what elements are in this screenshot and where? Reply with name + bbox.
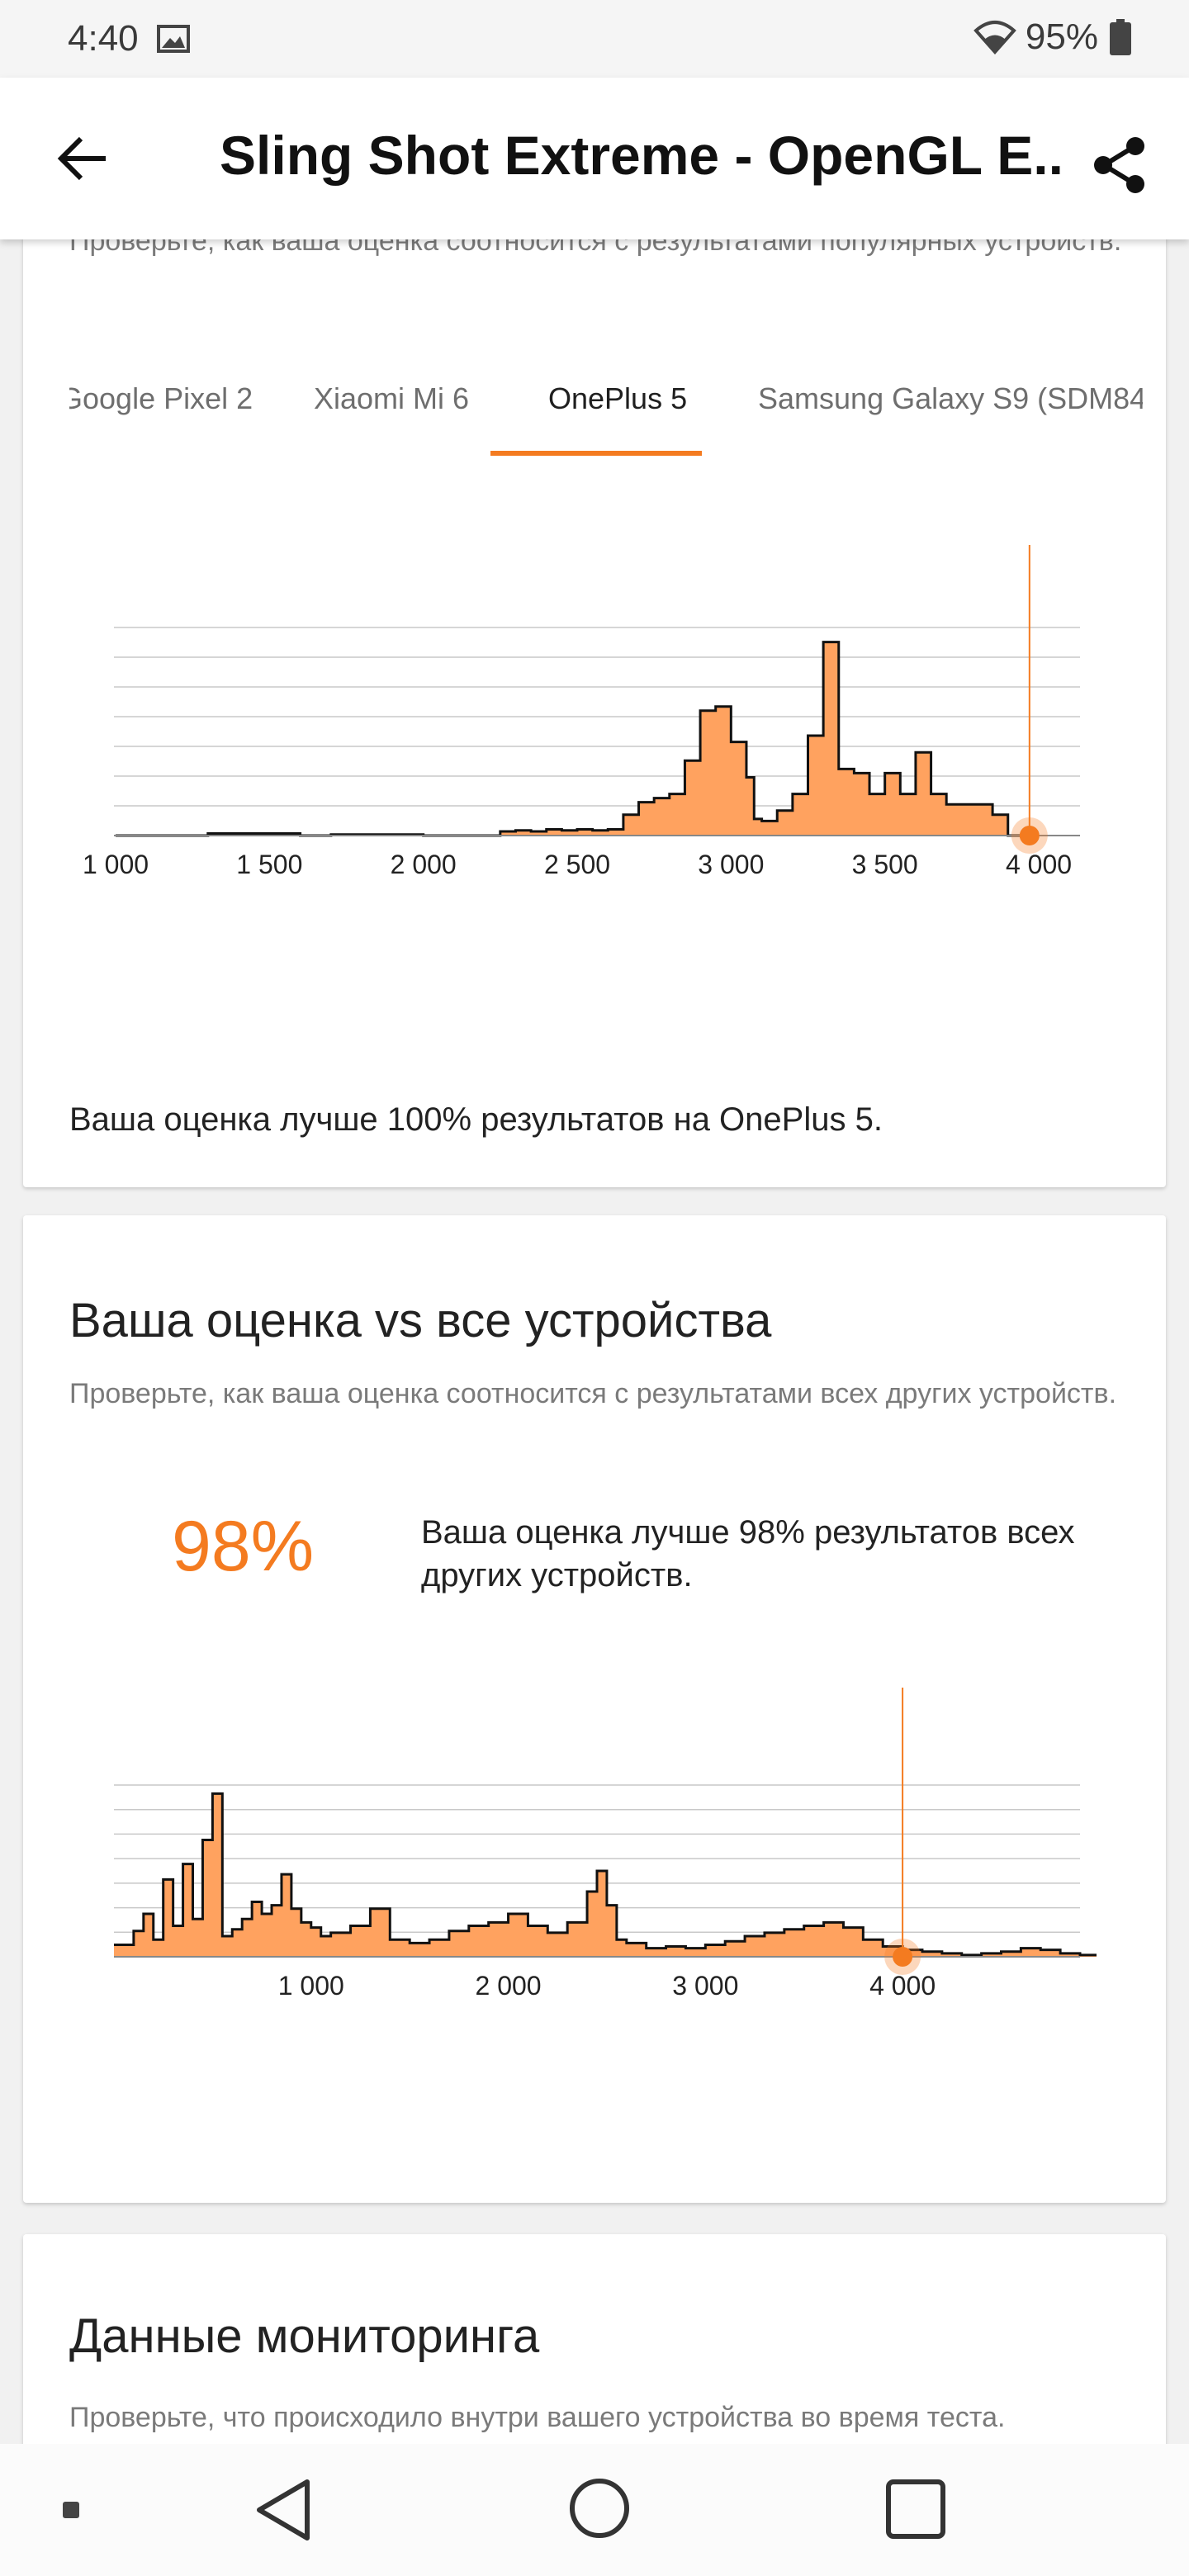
all-devices-distribution-chart: 1 000 2 000 3 000 4 000 xyxy=(114,1688,1097,2001)
popular-result-text: Ваша оценка лучше 100% результатов на On… xyxy=(69,1101,883,1138)
tab-xiaomi-mi-6[interactable]: Xiaomi Mi 6 xyxy=(314,381,470,415)
page-title: Sling Shot Extreme - OpenGL E... xyxy=(220,125,1062,186)
distribution-area xyxy=(114,1793,1097,1957)
gallery-notification-icon xyxy=(157,25,190,53)
x-tick-label: 3 000 xyxy=(672,1971,738,2001)
percentile-value: 98% xyxy=(172,1507,315,1586)
share-icon xyxy=(1094,137,1144,193)
back-button[interactable] xyxy=(41,117,124,200)
nav-recents-icon[interactable] xyxy=(885,2479,946,2540)
x-tick-label: 1 000 xyxy=(278,1971,344,2001)
your-score-marker xyxy=(1019,826,1040,845)
x-tick-label: 4 000 xyxy=(1006,850,1072,879)
x-tick-label: 3 000 xyxy=(698,850,764,879)
x-tick-label: 4 000 xyxy=(869,1971,936,2001)
status-time: 4:40 xyxy=(68,18,139,59)
monitoring-subtitle: Проверьте, что происходило внутри вашего… xyxy=(69,2402,1006,2433)
distribution-outline xyxy=(114,1792,1097,1957)
x-tick-label: 2 000 xyxy=(476,1971,542,2001)
app-bar: Sling Shot Extreme - OpenGL E... xyxy=(0,78,1189,239)
all-devices-subtitle: Проверьте, как ваша оценка соотносится с… xyxy=(69,1378,1117,1409)
x-tick-label: 1 500 xyxy=(236,850,302,879)
popular-devices-card: Проверьте, как ваша оценка соотносится с… xyxy=(23,198,1166,1187)
distribution-area xyxy=(116,642,1025,836)
share-button[interactable] xyxy=(1078,124,1161,206)
navigation-bar xyxy=(0,2444,1189,2576)
monitoring-card: Данные мониторинга Проверьте, что происх… xyxy=(23,2234,1166,2482)
arrow-back-icon xyxy=(57,136,106,181)
distribution-outline xyxy=(116,641,1025,837)
x-tick-label: 3 500 xyxy=(852,850,918,879)
active-tab-indicator xyxy=(490,451,702,456)
tab-oneplus-5[interactable]: OnePlus 5 xyxy=(548,381,688,415)
battery-icon xyxy=(1110,19,1131,55)
all-devices-card: Ваша оценка vs все устройства Проверьте,… xyxy=(23,1215,1166,2203)
all-devices-title: Ваша оценка vs все устройства xyxy=(69,1294,772,1347)
nav-back-icon[interactable] xyxy=(253,2477,314,2543)
status-bar: 4:40 95% xyxy=(0,0,1189,78)
battery-percent: 95% xyxy=(1025,17,1098,57)
nav-menu-dot-icon[interactable] xyxy=(61,2500,81,2520)
wifi-icon xyxy=(973,21,1016,55)
oneplus-distribution-chart: 1 000 1 500 2 000 2 500 3 000 3 500 4 000 xyxy=(83,545,1080,879)
percentile-description: Ваша оценка лучше 98% результатов всех д… xyxy=(421,1514,1075,1593)
nav-home-icon[interactable] xyxy=(568,2477,631,2540)
tab-google-pixel-2[interactable]: Google Pixel 2 xyxy=(69,381,253,415)
x-tick-label: 2 500 xyxy=(544,850,610,879)
x-tick-label: 1 000 xyxy=(83,850,149,879)
your-score-marker xyxy=(893,1947,913,1967)
x-tick-label: 2 000 xyxy=(391,850,457,879)
device-tabs: Google Pixel 2 Xiaomi Mi 6 OnePlus 5 Sam… xyxy=(69,370,1143,461)
monitoring-title: Данные мониторинга xyxy=(69,2309,540,2363)
tab-samsung-galaxy-s9[interactable]: Samsung Galaxy S9 (SDM845) xyxy=(758,381,1143,415)
